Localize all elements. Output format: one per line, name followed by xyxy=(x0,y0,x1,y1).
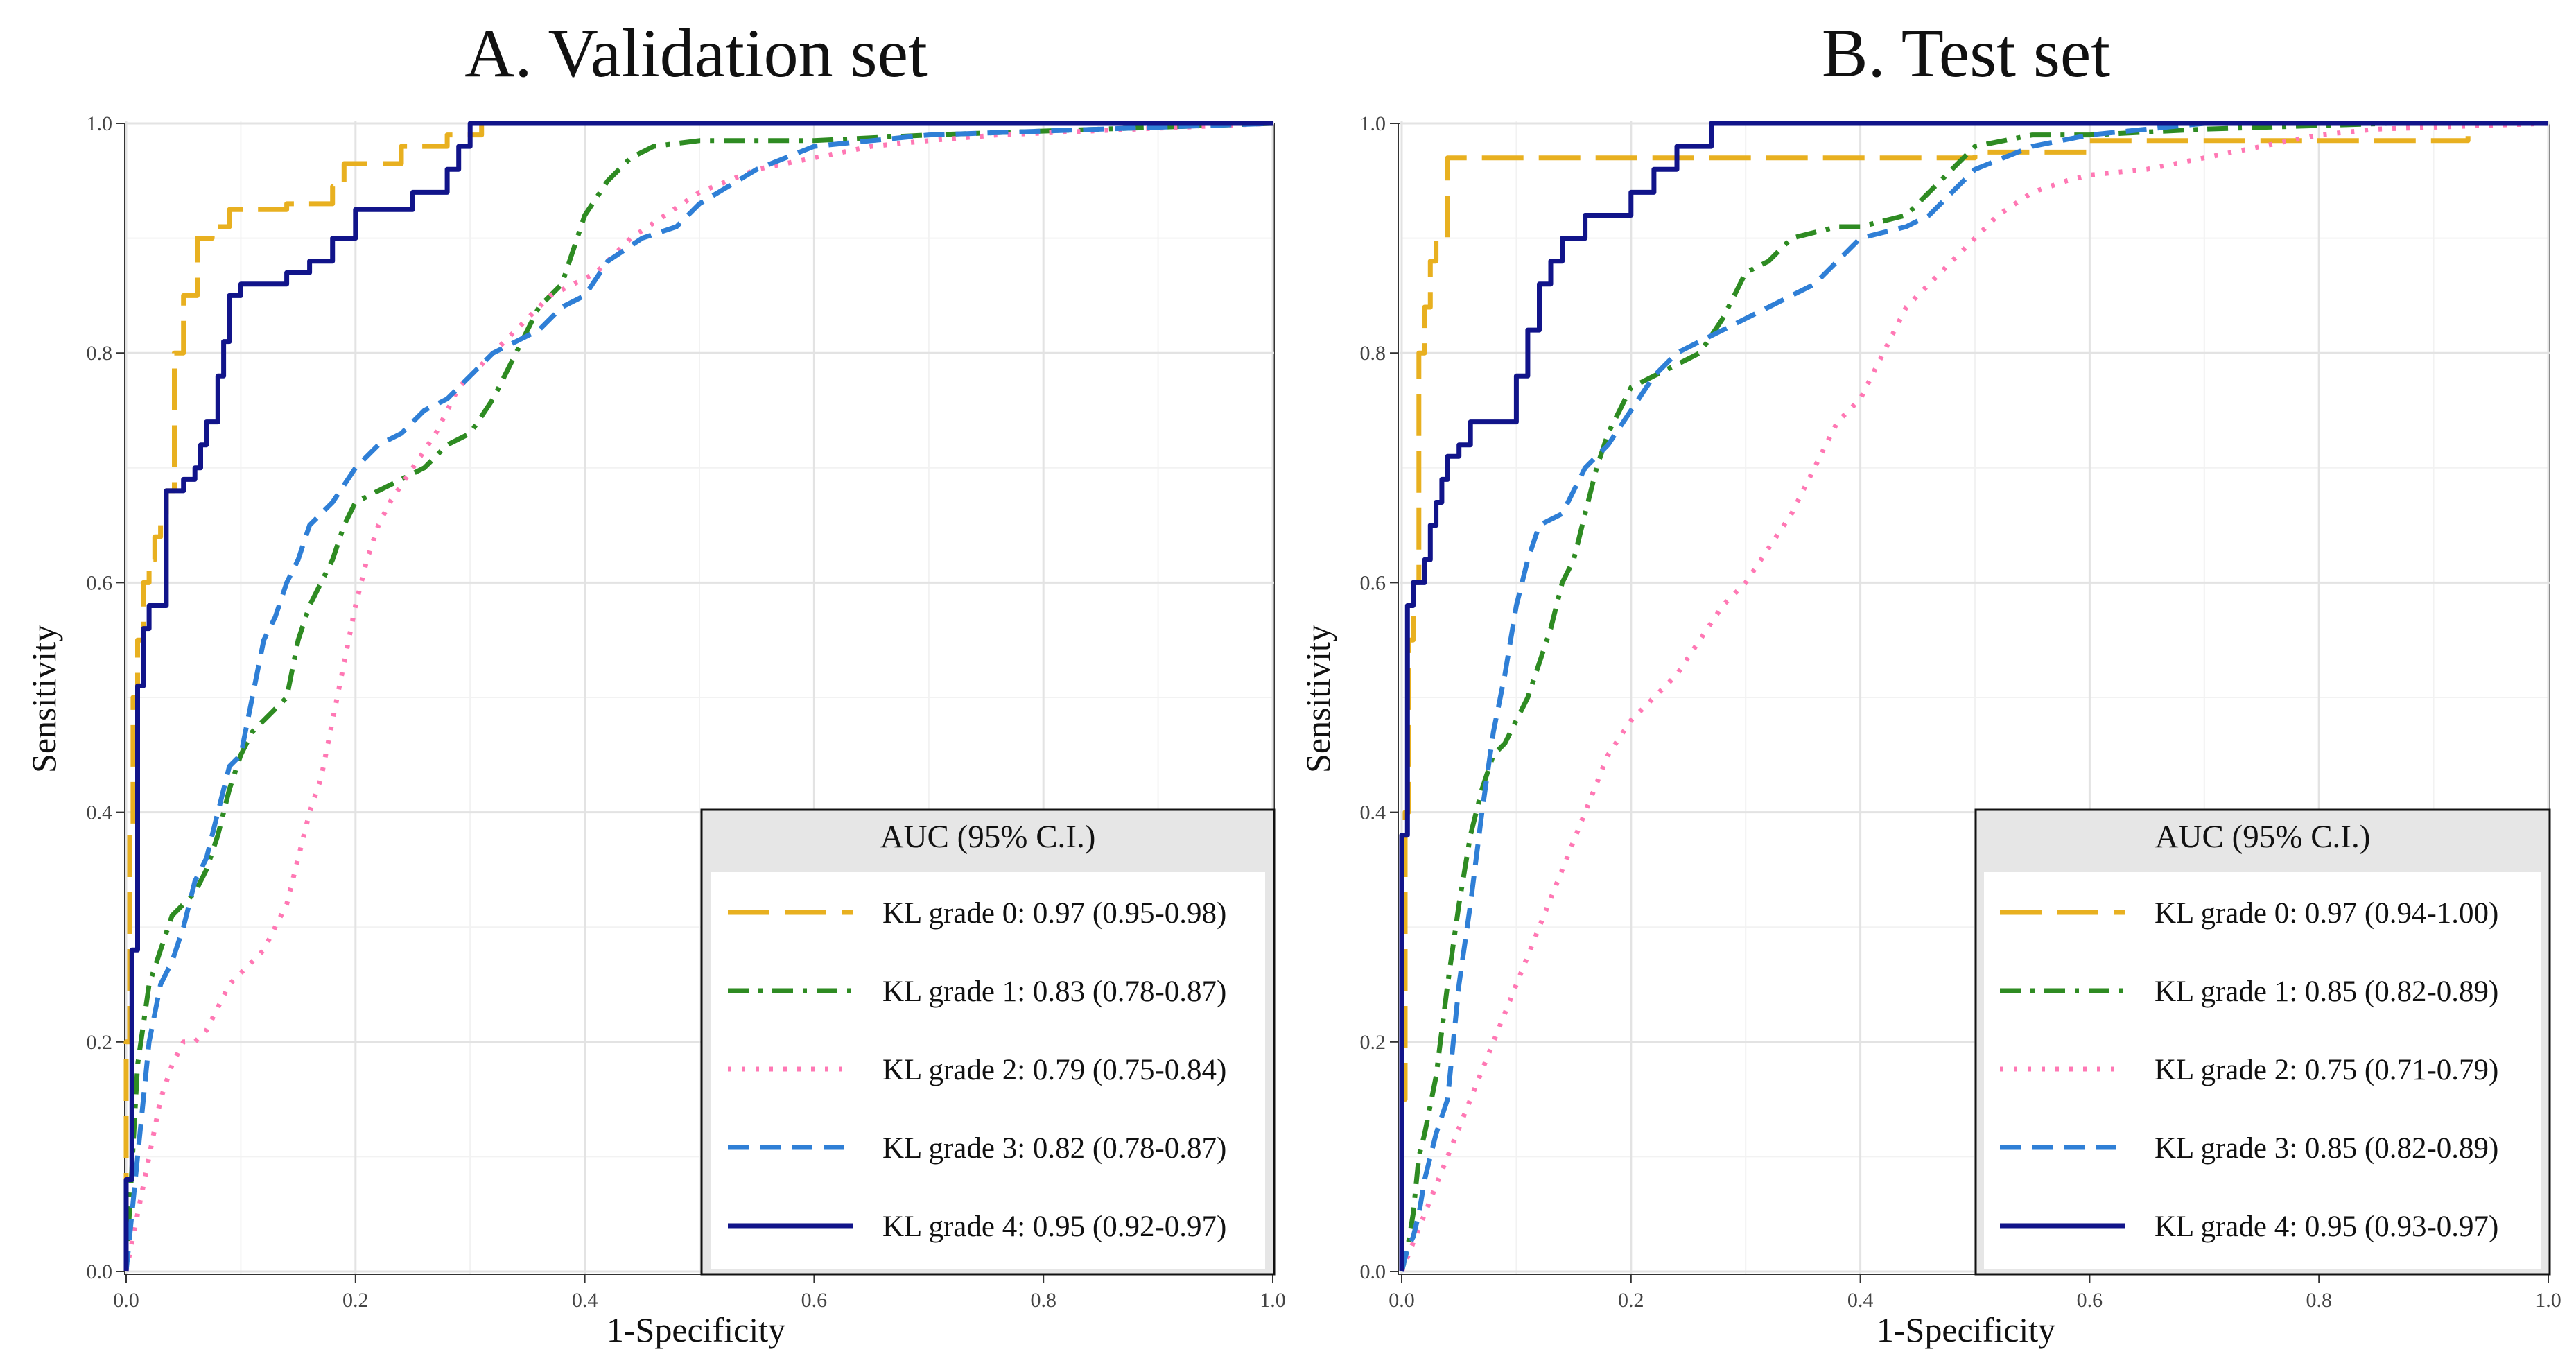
x-tick-label: 0.2 xyxy=(342,1289,369,1312)
x-tick-label: 0.0 xyxy=(1389,1289,1415,1312)
x-tick-label: 0.8 xyxy=(2306,1289,2332,1312)
series-line-kl-grade-0 xyxy=(123,121,1273,1271)
legend-label-kl-grade-2: KL grade 2: 0.75 (0.71-0.79) xyxy=(2155,1054,2498,1086)
legend-label-kl-grade-1: KL grade 1: 0.83 (0.78-0.87) xyxy=(882,975,1226,1008)
legend: AUC (95% C.I.) KL grade 0: 0.97 (0.95-0.… xyxy=(700,808,1276,1276)
legend-label-kl-grade-3: KL grade 3: 0.82 (0.78-0.87) xyxy=(882,1132,1226,1165)
y-tick-label: 0.0 xyxy=(1360,1260,1386,1283)
x-axis-label: 1-Specificity xyxy=(607,1310,785,1349)
y-tick-label: 0.8 xyxy=(1360,342,1386,365)
series-line-kl-grade-1 xyxy=(123,121,1273,1272)
legend-keys-area xyxy=(711,872,1265,1269)
legend-title: AUC (95% C.I.) xyxy=(880,819,1096,855)
x-tick-label: 0.6 xyxy=(2077,1289,2103,1312)
panel-validation: A. Validation set 0.0 0.2 0.4 0.6 0.8 1.00.00… xyxy=(24,15,1286,1349)
chart-title: A. Validation set xyxy=(464,15,928,92)
x-tick-label: 1.0 xyxy=(2535,1289,2561,1312)
y-tick-label: 0.4 xyxy=(87,801,113,824)
axis-ticks: 0.0 0.2 0.4 0.6 0.8 1.0 0.0 0.2 0.4 0.6 0.8 1.0 xyxy=(1360,112,2561,1312)
legend-label-kl-grade-1: KL grade 1: 0.85 (0.82-0.89) xyxy=(2155,975,2498,1008)
x-tick-label: 0.8 xyxy=(1030,1289,1056,1312)
y-tick-label: 1.0 xyxy=(1360,112,1386,135)
x-axis-label: 1-Specificity xyxy=(1877,1310,2055,1349)
series-line-kl-grade-4 xyxy=(1399,121,2548,1271)
legend-label-kl-grade-2: KL grade 2: 0.79 (0.75-0.84) xyxy=(882,1054,1226,1086)
series-line-kl-grade-2 xyxy=(1399,121,2549,1273)
series-line-kl-grade-1 xyxy=(1399,121,2548,1272)
y-tick-label: 0.2 xyxy=(87,1031,113,1054)
y-axis-label: Sensitivity xyxy=(1298,625,1337,773)
series-line-kl-grade-4 xyxy=(123,121,1273,1271)
y-tick-label: 0.8 xyxy=(87,342,113,365)
panel-test: B. Test set 0.0 0.2 0.4 0.6 0.8 1.00.00.20.40… xyxy=(1288,0,2576,1363)
x-tick-label: 0.6 xyxy=(801,1289,828,1312)
x-tick-label: 0.0 xyxy=(113,1289,139,1312)
y-tick-label: 0.2 xyxy=(1360,1031,1386,1054)
series-line-kl-grade-3 xyxy=(123,121,1273,1272)
legend-title: AUC (95% C.I.) xyxy=(2155,819,2371,855)
legend-label-kl-grade-4: KL grade 4: 0.95 (0.92-0.97) xyxy=(882,1210,1226,1243)
chart-title: B. Test set xyxy=(1822,15,2110,92)
x-tick-label: 1.0 xyxy=(1260,1289,1286,1312)
y-tick-label: 0.0 xyxy=(87,1260,113,1283)
x-tick-label: 0.4 xyxy=(1847,1289,1874,1312)
y-tick-label: 0.4 xyxy=(1360,801,1386,824)
axis-ticks: 0.0 0.2 0.4 0.6 0.8 1.0 0.0 0.2 0.4 0.6 0.8 1.0 xyxy=(87,112,1286,1312)
y-tick-label: 0.6 xyxy=(87,571,113,594)
legend-keys-area xyxy=(1984,872,2541,1269)
y-axis-label: Sensitivity xyxy=(24,625,63,773)
legend-label-kl-grade-4: KL grade 4: 0.95 (0.93-0.97) xyxy=(2155,1210,2498,1243)
legend: AUC (95% C.I.) KL grade 0: 0.97 (0.94-1.… xyxy=(1974,808,2551,1276)
y-tick-label: 0.6 xyxy=(1360,571,1386,594)
x-tick-label: 0.4 xyxy=(572,1289,598,1312)
series-lines xyxy=(123,121,1273,1272)
legend-label-kl-grade-3: KL grade 3: 0.85 (0.82-0.89) xyxy=(2155,1132,2498,1165)
series-lines xyxy=(1399,121,2549,1273)
legend-label-kl-grade-0: KL grade 0: 0.97 (0.95-0.98) xyxy=(882,897,1226,930)
y-tick-label: 1.0 xyxy=(87,112,113,135)
legend-label-kl-grade-0: KL grade 0: 0.97 (0.94-1.00) xyxy=(2155,897,2498,930)
x-tick-label: 0.2 xyxy=(1618,1289,1644,1312)
